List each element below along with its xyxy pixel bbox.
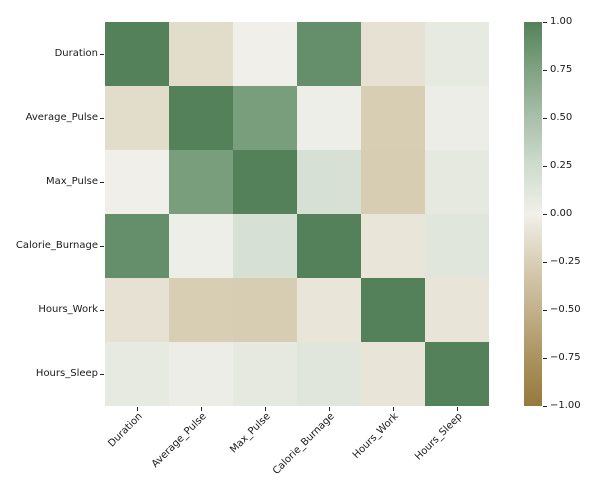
heatmap-cell-Average_Pulse-Duration [105, 86, 169, 150]
x-tick-mark [329, 407, 330, 411]
heatmap-cell-Max_Pulse-Calorie_Burnage [297, 150, 361, 214]
heatmap-cell-Hours_Sleep-Hours_Sleep [425, 342, 489, 406]
x-tick-label-Max_Pulse: Max_Pulse [228, 411, 273, 456]
colorbar-tick-label-0.25: 0.25 [550, 160, 573, 171]
colorbar-tick-label-−0.75: −0.75 [550, 352, 581, 363]
colorbar-tick-label-0.75: 0.75 [550, 64, 573, 75]
y-tick-label-Average_Pulse: Average_Pulse [25, 112, 98, 123]
heatmap-cell-Max_Pulse-Hours_Work [361, 150, 425, 214]
heatmap-cell-Calorie_Burnage-Duration [105, 214, 169, 278]
y-tick-label-Max_Pulse: Max_Pulse [45, 176, 98, 187]
x-tick-mark [201, 407, 202, 411]
x-tick-mark [265, 407, 266, 411]
colorbar-tick-mark [543, 214, 547, 215]
colorbar-tick-label-1.00: 1.00 [550, 16, 573, 27]
y-tick-mark [100, 310, 104, 311]
heatmap-cell-Duration-Average_Pulse [169, 22, 233, 86]
colorbar-tick-mark [543, 358, 547, 359]
heatmap-cell-Hours_Work-Average_Pulse [169, 278, 233, 342]
heatmap-cell-Max_Pulse-Max_Pulse [233, 150, 297, 214]
heatmap-cell-Average_Pulse-Hours_Sleep [425, 86, 489, 150]
heatmap-cell-Average_Pulse-Average_Pulse [169, 86, 233, 150]
heatmap-cell-Average_Pulse-Calorie_Burnage [297, 86, 361, 150]
x-tick-label-Hours_Sleep: Hours_Sleep [413, 411, 465, 463]
colorbar-tick-label-0.00: 0.00 [550, 208, 573, 219]
heatmap-cell-Average_Pulse-Hours_Work [361, 86, 425, 150]
heatmap-cell-Calorie_Burnage-Hours_Sleep [425, 214, 489, 278]
colorbar-tick-mark [543, 406, 547, 407]
x-tick-label-Calorie_Burnage: Calorie_Burnage [270, 411, 337, 477]
heatmap-cell-Hours_Sleep-Calorie_Burnage [297, 342, 361, 406]
heatmap-cell-Calorie_Burnage-Calorie_Burnage [297, 214, 361, 278]
y-tick-label-Calorie_Burnage: Calorie_Burnage [15, 240, 98, 251]
heatmap-cell-Calorie_Burnage-Hours_Work [361, 214, 425, 278]
heatmap-grid [105, 22, 489, 406]
y-tick-label-Hours_Work: Hours_Work [38, 304, 98, 315]
heatmap-cell-Max_Pulse-Hours_Sleep [425, 150, 489, 214]
colorbar-tick-mark [543, 262, 547, 263]
heatmap-cell-Duration-Hours_Work [361, 22, 425, 86]
heatmap-cell-Calorie_Burnage-Max_Pulse [233, 214, 297, 278]
colorbar-tick-label-0.50: 0.50 [550, 112, 573, 123]
heatmap-cell-Hours_Work-Hours_Sleep [425, 278, 489, 342]
y-tick-label-Hours_Sleep: Hours_Sleep [35, 368, 98, 379]
heatmap-cell-Hours_Sleep-Duration [105, 342, 169, 406]
heatmap-cell-Max_Pulse-Average_Pulse [169, 150, 233, 214]
colorbar-tick-label-−0.50: −0.50 [550, 304, 581, 315]
x-tick-mark [393, 407, 394, 411]
heatmap-cell-Duration-Duration [105, 22, 169, 86]
heatmap-cell-Calorie_Burnage-Average_Pulse [169, 214, 233, 278]
heatmap-cell-Hours_Sleep-Average_Pulse [169, 342, 233, 406]
heatmap-cell-Hours_Work-Hours_Work [361, 278, 425, 342]
colorbar-tick-label-−1.00: −1.00 [550, 400, 581, 411]
colorbar-tick-mark [543, 166, 547, 167]
y-tick-mark [100, 374, 104, 375]
x-tick-label-Average_Pulse: Average_Pulse [149, 411, 209, 470]
heatmap-cell-Hours_Sleep-Max_Pulse [233, 342, 297, 406]
x-tick-mark [457, 407, 458, 411]
y-tick-mark [100, 182, 104, 183]
colorbar-tick-mark [543, 22, 547, 23]
y-tick-mark [100, 118, 104, 119]
heatmap-cell-Hours_Work-Duration [105, 278, 169, 342]
heatmap-cell-Hours_Work-Calorie_Burnage [297, 278, 361, 342]
x-tick-mark [137, 407, 138, 411]
y-tick-mark [100, 246, 104, 247]
heatmap-cell-Duration-Calorie_Burnage [297, 22, 361, 86]
y-tick-mark [100, 54, 104, 55]
heatmap-cell-Duration-Max_Pulse [233, 22, 297, 86]
heatmap-cell-Hours_Work-Max_Pulse [233, 278, 297, 342]
y-tick-label-Duration: Duration [54, 48, 98, 59]
colorbar-tick-mark [543, 118, 547, 119]
heatmap-cell-Average_Pulse-Max_Pulse [233, 86, 297, 150]
x-tick-label-Duration: Duration [106, 411, 145, 450]
heatmap-cell-Duration-Hours_Sleep [425, 22, 489, 86]
colorbar-tick-label-−0.25: −0.25 [550, 256, 581, 267]
heatmap-cell-Hours_Sleep-Hours_Work [361, 342, 425, 406]
heatmap-cell-Max_Pulse-Duration [105, 150, 169, 214]
colorbar [524, 22, 542, 406]
colorbar-tick-mark [543, 310, 547, 311]
x-tick-label-Hours_Work: Hours_Work [350, 411, 401, 461]
colorbar-tick-mark [543, 70, 547, 71]
